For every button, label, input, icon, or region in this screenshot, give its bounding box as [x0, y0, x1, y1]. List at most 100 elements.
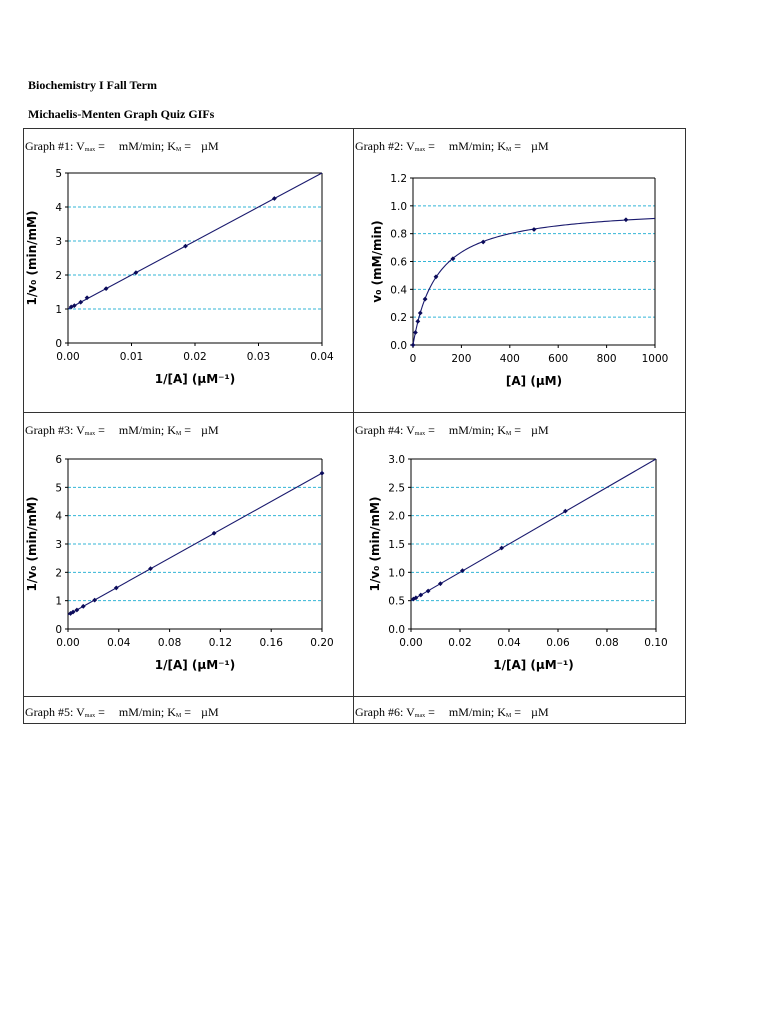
data-point [92, 597, 98, 603]
graph-4-caption: Graph #4: Vmax = mM/min; KM = µM [355, 423, 549, 437]
y-tick-label: 1 [55, 304, 62, 316]
x-tick-label: 0.03 [247, 351, 270, 363]
y-tick-label: 2 [55, 270, 62, 282]
x-tick-label: 800 [597, 353, 617, 365]
data-point [74, 607, 80, 613]
graph-2-chart: 0.0 0.2 0.4 0.6 0.8 1.0 1.2 0 200 400 600 800 1000 [A… [370, 173, 669, 388]
x-axis-label: 1/[A] (µM⁻¹) [155, 658, 236, 672]
graph-4-cell: Graph #4: Vmax = mM/min; KM = µM 0.0 0.5 1.0… [354, 413, 685, 696]
x-axis-label: 1/[A] (µM⁻¹) [493, 658, 574, 672]
y-tick-label: 0.6 [390, 257, 407, 269]
y-tick-label: 3 [55, 236, 62, 248]
x-tick-label: 0.20 [310, 637, 333, 649]
series-line [67, 172, 323, 310]
y-tick-label: 3 [55, 539, 62, 551]
y-tick-label: 0.0 [390, 340, 407, 352]
x-tick-label: 0.04 [497, 637, 521, 649]
data-point [413, 330, 418, 335]
data-point [410, 342, 416, 348]
x-tick-label: 0.04 [310, 351, 334, 363]
x-tick-label: 0.16 [260, 637, 284, 649]
data-point [480, 239, 486, 245]
graph-6-cell: Graph #6: Vmax = mM/min; KM = µM [354, 697, 685, 723]
series-line [410, 458, 657, 602]
y-axis-label: 1/v₀ (min/mM) [368, 497, 382, 592]
data-point [71, 303, 77, 308]
x-tick-label: 0.10 [644, 637, 667, 649]
data-point [319, 470, 325, 476]
y-tick-label: 6 [55, 454, 62, 466]
data-point [84, 295, 90, 301]
y-tick-label: 2 [55, 567, 62, 579]
x-tick-label: 0.02 [448, 637, 471, 649]
graph-1-caption: Graph #1: Vmax = mM/min; KM = µM [25, 139, 219, 153]
data-point [433, 274, 439, 280]
y-tick-label: 0.4 [390, 284, 407, 296]
x-tick-label: 0.02 [183, 351, 206, 363]
data-point [68, 611, 73, 616]
y-tick-label: 1.0 [390, 201, 407, 213]
y-tick-label: 0 [55, 338, 62, 350]
y-tick-label: 0.5 [388, 596, 405, 608]
y-tick-label: 1 [55, 596, 62, 608]
data-point [623, 217, 629, 223]
y-tick-label: 0.2 [390, 312, 407, 324]
graph-table: Graph #1: Vmax = mM/min; KM = µM 0 1 2 3 4 5 0.0… [23, 128, 686, 724]
course-title: Biochemistry I Fall Term [28, 78, 157, 92]
data-point [211, 530, 217, 536]
data-point [417, 310, 423, 316]
y-tick-label: 5 [55, 482, 62, 494]
graph-2-caption: Graph #2: Vmax = mM/min; KM = µM [355, 139, 549, 153]
graph-1-chart: 0 1 2 3 4 5 0.00 0.01 0.02 0.03 0.04 1/[A] (µM⁻¹) 1/… [25, 168, 334, 386]
graph-3-caption: Graph #3: Vmax = mM/min; KM = µM [25, 423, 219, 437]
y-tick-label: 0.8 [390, 229, 407, 241]
graph-3-chart: 0 1 2 3 4 5 6 0.00 0.04 0.08 0.12 0.16 0.20 1/[A] (µM… [25, 454, 334, 672]
y-tick-label: 1.5 [388, 539, 405, 551]
data-point [438, 581, 443, 587]
graph-3-cell: Graph #3: Vmax = mM/min; KM = µM 0 1 2 3 4 5 6 0.… [24, 413, 353, 696]
data-point [425, 588, 431, 594]
data-point [415, 318, 421, 324]
x-tick-label: 0.00 [56, 351, 79, 363]
data-point [133, 270, 139, 276]
data-point [531, 227, 537, 232]
x-axis-label: 1/[A] (µM⁻¹) [155, 372, 236, 386]
data-point [450, 256, 456, 262]
y-tick-label: 2.5 [388, 482, 405, 494]
y-tick-label: 2.0 [388, 511, 405, 523]
x-tick-label: 0.04 [107, 637, 131, 649]
x-tick-label: 600 [548, 353, 568, 365]
data-point [418, 592, 424, 598]
x-tick-label: 400 [500, 353, 520, 365]
data-point [411, 596, 416, 602]
y-tick-label: 1.0 [388, 567, 405, 579]
y-axis-label: 1/v₀ (min/mM) [25, 211, 39, 306]
graph-1-cell: Graph #1: Vmax = mM/min; KM = µM 0 1 2 3 4 5 0.0… [24, 129, 353, 412]
graph-2-cell: Graph #2: Vmax = mM/min; KM = µM 0.0 0.2 0.4… [354, 129, 685, 412]
y-tick-label: 0.0 [388, 624, 405, 636]
graph-5-cell: Graph #5: Vmax = mM/min; KM = µM [24, 697, 353, 723]
x-tick-label: 0.08 [158, 637, 181, 649]
data-point [103, 286, 109, 291]
graph-5-caption: Graph #5: Vmax = mM/min; KM = µM [25, 705, 219, 719]
y-axis-label: v₀ (mM/min) [370, 220, 384, 302]
y-tick-label: 5 [55, 168, 62, 180]
data-point [68, 304, 74, 310]
y-tick-label: 0 [55, 624, 62, 636]
x-tick-label: 0.01 [120, 351, 143, 363]
x-tick-label: 0 [410, 353, 417, 365]
y-tick-label: 4 [55, 511, 62, 523]
x-tick-label: 0.08 [595, 637, 618, 649]
series-line [67, 472, 323, 616]
y-axis-label: 1/v₀ (min/mM) [25, 497, 39, 592]
x-tick-label: 200 [451, 353, 471, 365]
data-point [113, 585, 119, 591]
x-axis-label: [A] (µM) [506, 374, 562, 388]
x-tick-label: 0.06 [546, 637, 570, 649]
data-point [413, 595, 419, 601]
data-point [148, 566, 153, 572]
x-tick-label: 1000 [642, 353, 669, 365]
data-point [499, 545, 505, 551]
x-tick-label: 0.12 [209, 637, 232, 649]
data-point [422, 296, 428, 302]
